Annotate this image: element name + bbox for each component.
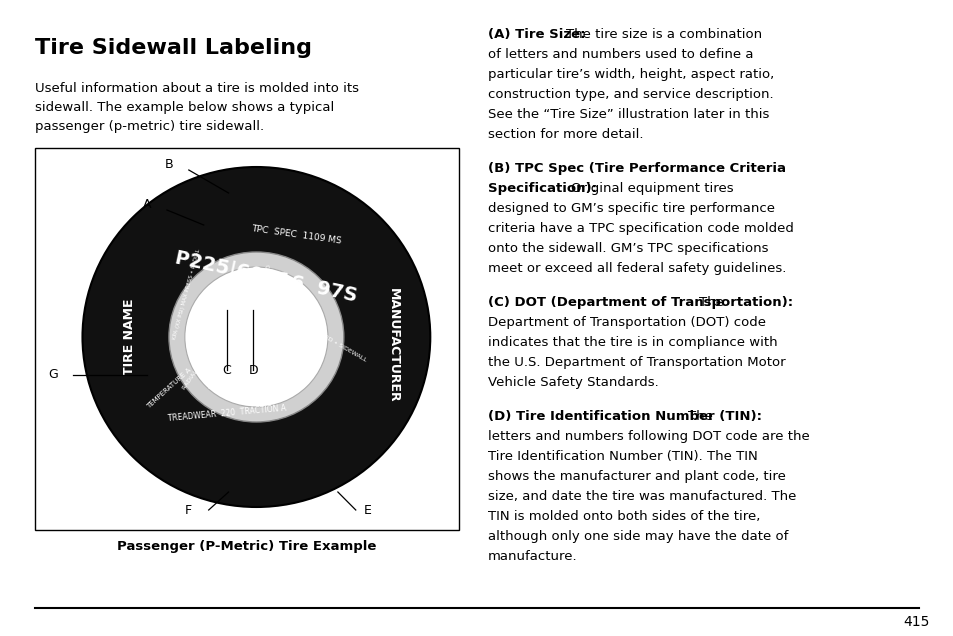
Text: Passenger (P-Metric) Tire Example: Passenger (P-Metric) Tire Example — [116, 540, 375, 553]
Text: onto the sidewall. GM’s TPC specifications: onto the sidewall. GM’s TPC specificatio… — [487, 242, 767, 255]
Ellipse shape — [169, 252, 343, 422]
Text: size, and date the tire was manufactured. The: size, and date the tire was manufactured… — [487, 490, 796, 503]
Text: section for more detail.: section for more detail. — [487, 128, 642, 141]
Text: Specification):: Specification): — [487, 182, 597, 195]
Text: Useful information about a tire is molded into its
sidewall. The example below s: Useful information about a tire is molde… — [34, 82, 358, 133]
Text: G: G — [48, 368, 57, 382]
Text: (D) Tire Identification Number (TIN):: (D) Tire Identification Number (TIN): — [487, 410, 761, 423]
Text: although only one side may have the date of: although only one side may have the date… — [487, 530, 787, 543]
Text: Department of Transportation (DOT) code: Department of Transportation (DOT) code — [487, 316, 765, 329]
Text: See the “Tire Size” illustration later in this: See the “Tire Size” illustration later i… — [487, 108, 768, 121]
Text: of letters and numbers used to define a: of letters and numbers used to define a — [487, 48, 753, 61]
Text: • XXXX • XXXXXX CORD • SIDEWALL: • XXXX • XXXXXX CORD • SIDEWALL — [264, 301, 367, 363]
Text: manufacture.: manufacture. — [487, 550, 577, 563]
Text: TIN is molded onto both sides of the tire,: TIN is molded onto both sides of the tir… — [487, 510, 760, 523]
Text: The tire size is a combination: The tire size is a combination — [565, 28, 760, 41]
Text: indicates that the tire is in compliance with: indicates that the tire is in compliance… — [487, 336, 777, 349]
Text: E: E — [363, 504, 372, 516]
Ellipse shape — [185, 267, 328, 407]
Text: P225|60R16  97S: P225|60R16 97S — [173, 249, 359, 307]
Text: (B) TPC Spec (Tire Performance Criteria: (B) TPC Spec (Tire Performance Criteria — [487, 162, 785, 175]
Text: KPA (XX PSI) MAX PRESS • RADIAL: KPA (XX PSI) MAX PRESS • RADIAL — [172, 249, 201, 340]
Text: The: The — [698, 296, 722, 309]
Text: The: The — [687, 410, 712, 423]
Text: (A) Tire Size:: (A) Tire Size: — [487, 28, 585, 41]
Bar — [34, 148, 458, 530]
Ellipse shape — [82, 167, 430, 507]
Text: Vehicle Safety Standards.: Vehicle Safety Standards. — [487, 376, 658, 389]
Text: particular tire’s width, height, aspect ratio,: particular tire’s width, height, aspect … — [487, 68, 773, 81]
Text: A: A — [143, 198, 152, 212]
Text: (C) DOT (Department of Transportation):: (C) DOT (Department of Transportation): — [487, 296, 792, 309]
Text: letters and numbers following DOT code are the: letters and numbers following DOT code a… — [487, 430, 809, 443]
Text: D: D — [249, 364, 258, 377]
Text: TEMPERATURE A: TEMPERATURE A — [146, 366, 193, 410]
Text: TREADWEAR  220  TRACTION A: TREADWEAR 220 TRACTION A — [167, 404, 286, 423]
Text: F: F — [185, 504, 193, 516]
Text: MAX • LOAD XXX KG (XXXX LB): MAX • LOAD XXX KG (XXXX LB) — [209, 303, 216, 389]
Text: 415: 415 — [902, 615, 929, 629]
Text: designed to GM’s specific tire performance: designed to GM’s specific tire performan… — [487, 202, 774, 215]
Text: Tire Identification Number (TIN). The TIN: Tire Identification Number (TIN). The TI… — [487, 450, 757, 463]
Text: construction type, and service description.: construction type, and service descripti… — [487, 88, 773, 101]
Text: the U.S. Department of Transportation Motor: the U.S. Department of Transportation Mo… — [487, 356, 784, 369]
Text: shows the manufacturer and plant code, tire: shows the manufacturer and plant code, t… — [487, 470, 785, 483]
Text: MANUFACTURER: MANUFACTURER — [387, 287, 400, 403]
Text: TPC  SPEC  1109 MS: TPC SPEC 1109 MS — [251, 225, 341, 245]
Text: meet or exceed all federal safety guidelines.: meet or exceed all federal safety guidel… — [487, 262, 785, 275]
Text: RADIAL • TUBELESS • DOT MAL8AB0XXX TREAD: RADIAL • TUBELESS • DOT MAL8AB0XXX TREAD — [181, 264, 272, 391]
Text: TIRE NAME: TIRE NAME — [123, 299, 135, 375]
Text: C: C — [222, 364, 231, 377]
Text: Original equipment tires: Original equipment tires — [570, 182, 733, 195]
Text: Tire Sidewall Labeling: Tire Sidewall Labeling — [34, 38, 312, 58]
Text: criteria have a TPC specification code molded: criteria have a TPC specification code m… — [487, 222, 793, 235]
Text: B: B — [165, 158, 173, 172]
